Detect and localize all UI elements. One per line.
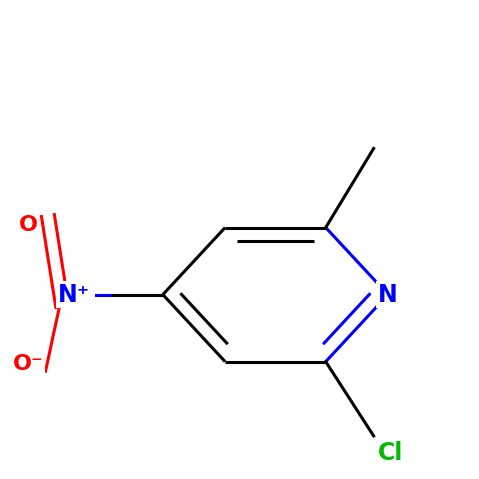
Text: N⁺: N⁺ bbox=[58, 283, 91, 307]
Text: N: N bbox=[378, 283, 398, 307]
Text: O: O bbox=[19, 215, 38, 235]
Text: Cl: Cl bbox=[378, 441, 403, 465]
Text: O⁻: O⁻ bbox=[13, 354, 44, 374]
